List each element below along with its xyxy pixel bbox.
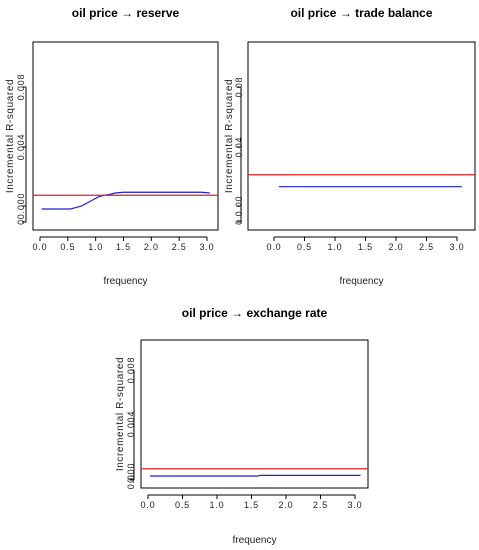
x-tick-label: 0.5 (175, 500, 190, 510)
y-tick-label: 0.08 (234, 77, 244, 98)
y-tick-label: 0 (234, 219, 244, 225)
chart-panel-2: oil price → trade balance 0.0 0.5 1.0 1.5 2.0… (224, 6, 476, 287)
chart-panel-3: oil price → exchange rate 0.0 0.5 1.0 1.5 2.0… (115, 306, 369, 546)
x-tick-label: 2.5 (419, 242, 434, 252)
x-axis-label: frequency (104, 276, 148, 287)
x-axis-label: frequency (340, 276, 384, 287)
y-tick-label: 0.000 (16, 193, 26, 220)
x-tick-label: 3.0 (450, 242, 465, 252)
y-tick-label: 0.004 (126, 411, 136, 438)
chart-panel-1: oil price → reserve 0.0 0.5 1.0 1.5 2.0 2.5 3.0… (5, 6, 219, 287)
x-tick-label: 2.0 (144, 242, 159, 252)
x-tick-label: 0.5 (297, 242, 312, 252)
x-tick-label: 2.5 (313, 500, 328, 510)
series-line (41, 191, 210, 210)
series-line (150, 474, 361, 477)
x-tick-label: 3.0 (200, 242, 215, 252)
y-axis-label: Incremental R-squared (115, 357, 126, 471)
y-tick-label: 0.004 (16, 134, 26, 161)
y-tick-label: 0 (126, 477, 136, 483)
y-axis-label: Incremental R-squared (224, 79, 235, 193)
x-tick-label: 2.0 (279, 500, 294, 510)
x-tick-label: 0.0 (141, 500, 156, 510)
x-tick-label: 1.0 (328, 242, 343, 252)
y-tick-label: 0.00 (234, 196, 244, 217)
chart-title: oil price → reserve (72, 6, 180, 20)
chart-title: oil price → exchange rate (182, 306, 328, 320)
x-tick-label: 1.5 (358, 242, 373, 252)
x-tick-label: 2.0 (389, 242, 404, 252)
plot-frame (247, 41, 476, 231)
x-tick-label: 1.0 (210, 500, 225, 510)
x-tick-label: 1.5 (244, 500, 259, 510)
chart-title: oil price → trade balance (290, 6, 432, 20)
x-tick-label: 1.5 (116, 242, 131, 252)
x-axis-label: frequency (233, 535, 277, 546)
y-tick-label: 0 (16, 219, 26, 225)
x-tick-label: 0.0 (33, 242, 48, 252)
y-axis-label: Incremental R-squared (5, 79, 16, 193)
y-tick-label: 0.000 (126, 463, 136, 490)
x-tick-label: 0.0 (267, 242, 282, 252)
x-tick-label: 0.5 (60, 242, 75, 252)
y-tick-label: 0.008 (16, 74, 26, 101)
y-tick-label: 0.04 (234, 137, 244, 158)
plot-frame (32, 41, 219, 231)
plot-frame (140, 339, 369, 489)
x-tick-label: 1.0 (88, 242, 103, 252)
x-tick-label: 2.5 (172, 242, 187, 252)
x-tick-label: 3.0 (348, 500, 363, 510)
y-tick-label: 0.008 (126, 357, 136, 384)
